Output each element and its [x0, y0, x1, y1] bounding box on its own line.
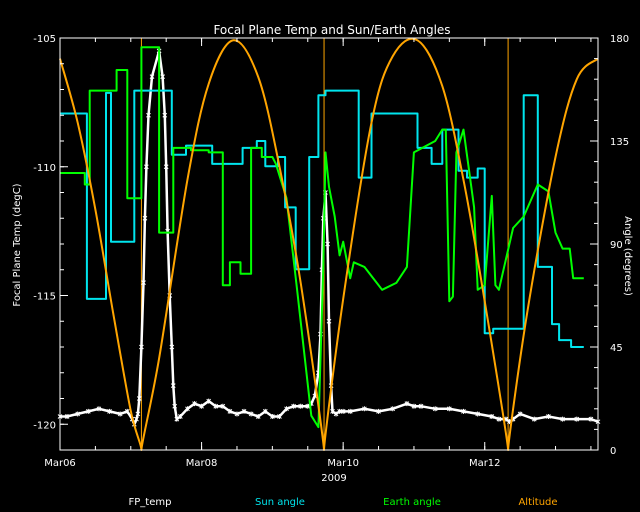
y-left-tick-label: -110 — [33, 163, 56, 174]
series-fp-temp-point — [192, 401, 197, 407]
series-fp-temp-point — [185, 406, 190, 412]
series-fp-temp-point — [337, 408, 342, 414]
y-right-tick-label: 180 — [610, 34, 629, 45]
series-fp-temp-point — [270, 414, 275, 420]
series-fp-temp-point — [177, 414, 183, 420]
y-left-tick-label: -115 — [33, 292, 56, 303]
series-fp-temp-point — [376, 408, 381, 414]
series-fp-temp-point — [241, 408, 247, 414]
series-fp-temp-point — [149, 74, 155, 80]
series-fp-temp-point — [248, 411, 254, 417]
series-fp-temp-point — [107, 408, 112, 414]
series-fp-temp-point — [546, 414, 551, 420]
y-left-tick-label: -120 — [33, 420, 56, 431]
series-fp-temp-point — [227, 408, 233, 414]
series-fp-temp-point — [325, 241, 330, 247]
series-fp-temp-point — [255, 414, 261, 420]
series-fp-temp-point — [206, 398, 212, 404]
series-fp-temp-point — [446, 406, 452, 412]
series-fp-temp-point — [170, 383, 176, 389]
series-fp-temp-point — [588, 416, 594, 422]
series-fp-temp-point — [404, 401, 410, 407]
series-fp-temp-point — [169, 344, 175, 350]
series-fp-temp-point — [199, 403, 204, 409]
series-fp-temp-point — [172, 403, 178, 409]
series-fp-temp-point — [160, 74, 165, 80]
x-tick-label-mar12: Mar12 — [469, 458, 501, 469]
series-fp-temp-point — [277, 414, 282, 420]
x-tick-label-mar08: Mar08 — [186, 458, 218, 469]
series-fp-temp-point — [213, 403, 219, 409]
series-fp-temp-point — [234, 411, 240, 417]
series-fp-temp-point — [432, 406, 438, 412]
series-sun-angle — [60, 89, 584, 348]
series-earth-angle — [60, 46, 584, 429]
series-fp-temp-point — [560, 416, 565, 422]
series-fp-temp-point — [291, 403, 296, 409]
series-fp-temp-point — [326, 318, 332, 324]
series-fp-temp-point — [139, 344, 144, 350]
series-fp-temp-point — [142, 215, 148, 221]
series-fp-temp-point — [85, 408, 91, 414]
series-fp-temp-point — [411, 403, 417, 409]
series-fp-temp-point — [75, 411, 81, 417]
series-fp-temp-point — [117, 411, 123, 417]
series-fp-temp-point — [531, 416, 537, 422]
legend: FP_temp Sun angle Earth angle Altitude — [129, 497, 558, 508]
y-axis-label-left: Focal Plane Temp (degC) — [12, 183, 23, 306]
series-fp-temp-point — [496, 416, 502, 422]
series-fp-temp-point — [220, 403, 226, 409]
series-fp-temp-point — [162, 112, 168, 118]
series-fp-temp-point — [136, 396, 142, 401]
legend-item-fp-temp: FP_temp — [129, 497, 172, 508]
series-fp-temp-point — [124, 408, 130, 414]
series-fp-temp-point — [262, 408, 268, 414]
series-fp-temp-point — [135, 411, 141, 417]
series-fp-temp-point — [489, 414, 495, 420]
series-fp-temp-point — [134, 416, 139, 422]
x-tick-label-mar10: Mar10 — [327, 458, 359, 469]
series-fp-temp-point — [174, 416, 180, 422]
series-fp-temp-point — [340, 408, 346, 414]
y-axis-label-right: Angle (degrees) — [622, 216, 633, 296]
series-fp-temp-point — [284, 406, 289, 412]
plot-area — [57, 37, 601, 451]
series-fp-temp-point — [418, 403, 424, 409]
series-fp-temp-point — [141, 280, 146, 286]
series-fp-temp-point — [144, 164, 149, 170]
series-fp-temp-point — [146, 112, 151, 118]
series-fp-temp-point — [96, 406, 102, 412]
y-right-tick-label: 90 — [610, 240, 623, 251]
y-right-tick-label: 135 — [610, 137, 629, 148]
series-fp-temp-point — [330, 408, 335, 414]
series-fp-temp-point — [475, 411, 481, 417]
y-right-tick-label: 45 — [610, 343, 623, 354]
series-fp-temp-point — [333, 411, 339, 417]
series-fp-temp-point — [347, 408, 353, 414]
series-fp-temp-point — [298, 403, 304, 409]
x-axis-label: 2009 — [321, 473, 346, 484]
chart-title: Focal Plane Temp and Sun/Earth Angles — [213, 23, 450, 37]
x-tick-label-mar06: Mar06 — [44, 458, 76, 469]
legend-item-sun-angle: Sun angle — [255, 497, 305, 508]
y-left-tick-label: -105 — [33, 34, 56, 45]
series-fp-temp-point — [574, 416, 580, 422]
series-fp-temp-point — [64, 414, 70, 420]
y-right-tick-label: 0 — [610, 446, 616, 457]
axes: Mar06 Mar08 Mar10 Mar12 -105 -110 -115 -120 180 1… — [33, 34, 629, 469]
series-fp-temp-point — [163, 164, 169, 170]
series-altitude — [59, 37, 599, 451]
series-fp-temp-point — [461, 408, 466, 414]
legend-item-altitude: Altitude — [518, 497, 557, 508]
series-fp-temp-point — [362, 406, 367, 412]
series-fp-temp-point — [517, 411, 523, 417]
legend-item-earth-angle: Earth angle — [383, 497, 441, 508]
series-fp-temp-point — [390, 406, 396, 412]
